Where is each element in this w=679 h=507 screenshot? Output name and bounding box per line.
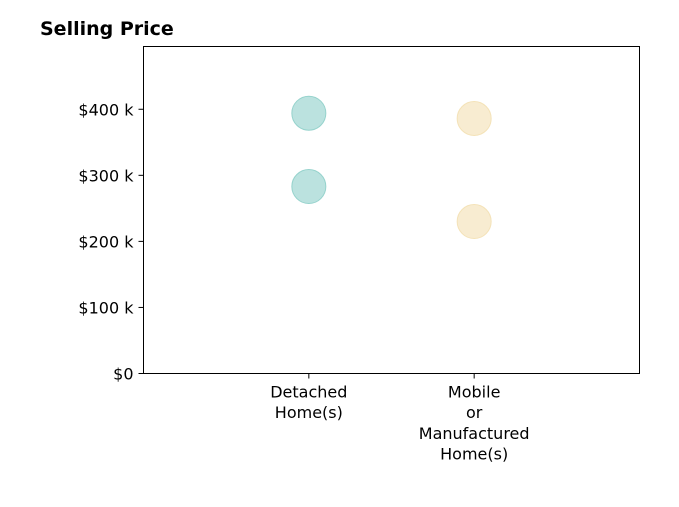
y-tick-label: $0 [113,365,133,384]
y-axis: $0 $100 k $200 k $300 k $400 k [78,100,144,384]
x-tick-label: Mobile or Manufactured Home(s) [419,383,530,464]
y-tick-label: $200 k [78,232,134,251]
x-axis: Detached Home(s) Mobile or Manufactured Home(… [270,373,530,464]
data-point-1-0 [456,101,492,137]
y-tick-label: $100 k [78,298,134,317]
chart-title: Selling Price [40,18,174,40]
data-point-0-0 [291,95,327,131]
x-tick-label: Detached Home(s) [270,383,347,423]
data-point-1-1 [456,204,492,240]
data-points [291,95,492,240]
plot-area-frame [143,46,640,374]
y-tick-label: $300 k [78,166,134,185]
y-tick-label: $400 k [78,100,134,119]
data-point-0-1 [291,169,327,205]
